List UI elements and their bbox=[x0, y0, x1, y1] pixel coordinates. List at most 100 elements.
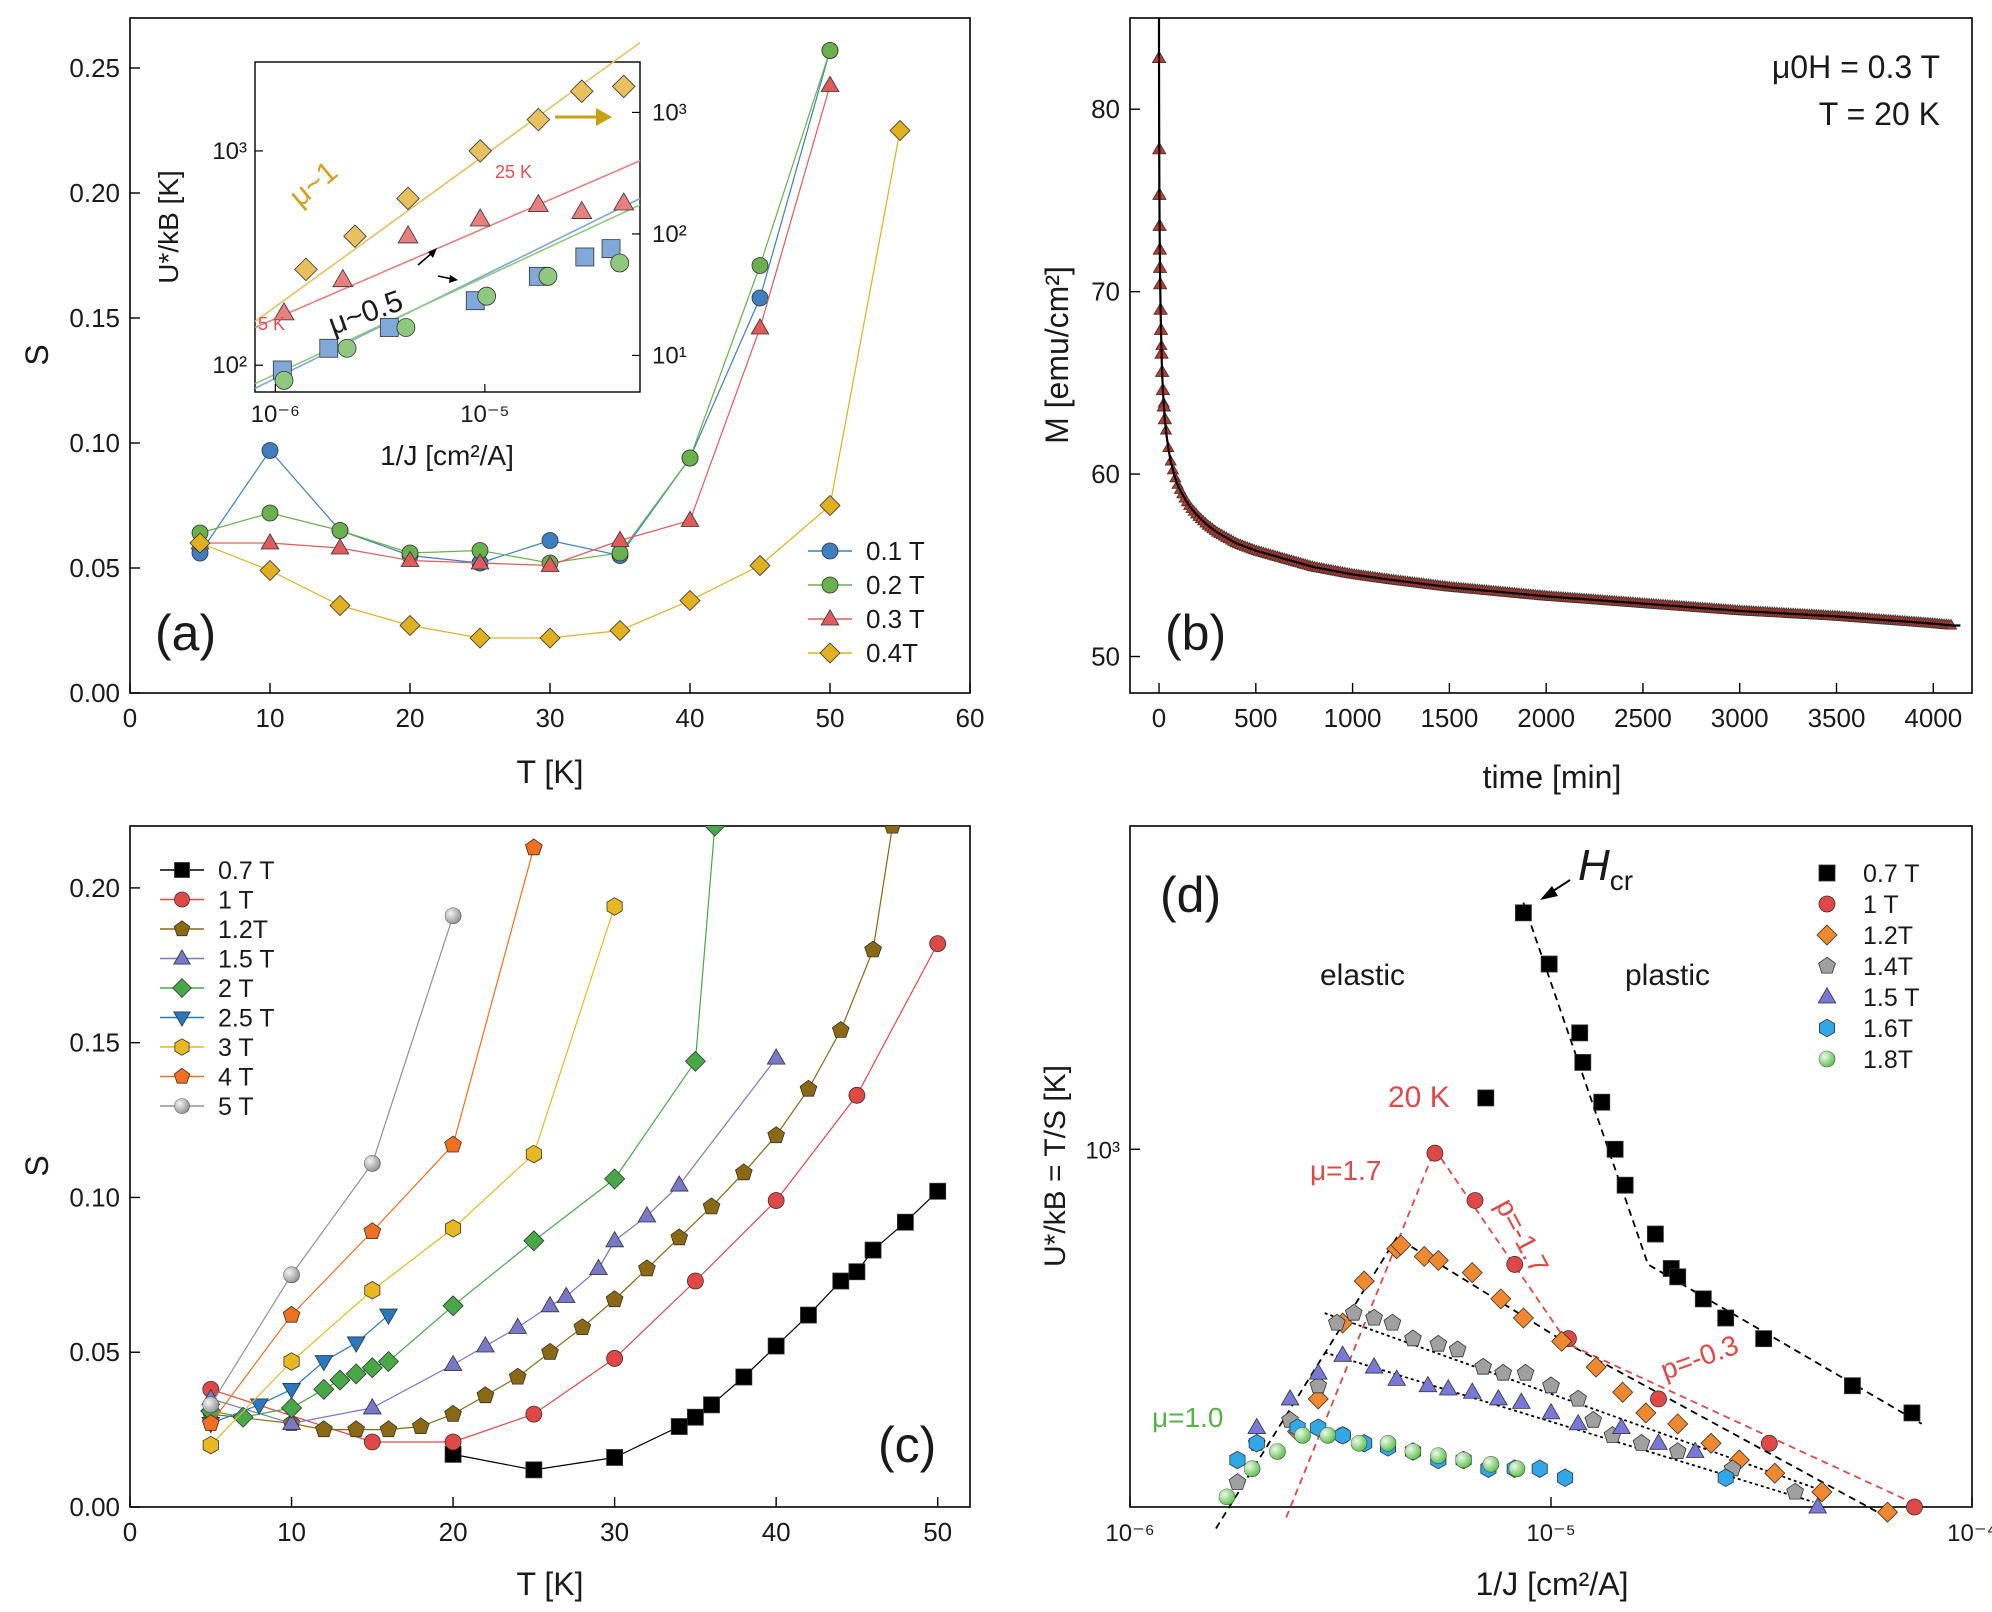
y-tick-label: 80 bbox=[1091, 94, 1120, 124]
y-tick-label: 70 bbox=[1091, 277, 1120, 307]
legend-label: 1.2T bbox=[218, 916, 268, 944]
data-point bbox=[1404, 1329, 1422, 1347]
data-point bbox=[1516, 1363, 1535, 1381]
panel-b-axes: 0 500 1000 1500 2000 2500 3000 3500 4000 50 60 70 80 bbox=[1091, 94, 1962, 733]
data-point bbox=[379, 1420, 398, 1438]
data-point bbox=[735, 1163, 753, 1181]
data-point bbox=[1540, 955, 1558, 973]
data-point bbox=[259, 559, 281, 582]
legend-marker bbox=[821, 576, 839, 594]
data-point bbox=[702, 1197, 721, 1215]
data-point bbox=[282, 1382, 302, 1400]
a-series-0.4T bbox=[189, 119, 911, 649]
x-tick-label: 60 bbox=[956, 703, 985, 733]
y-tick-label: 0.05 bbox=[69, 1337, 120, 1367]
data-point bbox=[1280, 1388, 1300, 1406]
x-tick-label: 10⁻⁵ bbox=[1526, 1520, 1575, 1547]
data-point bbox=[1700, 1432, 1722, 1454]
panel-c-xlabel: T [K] bbox=[517, 1566, 584, 1602]
data-point bbox=[703, 1396, 720, 1414]
legend-marker bbox=[173, 920, 191, 937]
x-tick-label: 0 bbox=[1152, 703, 1166, 733]
hcr-sub: cr bbox=[1610, 865, 1633, 896]
panel-d: 10⁻⁶ 10⁻⁵ 10⁻⁴ 10³ 0.7 T 1 T 1.2T 1.4T 1.5 T 1.6… bbox=[1039, 825, 1992, 1602]
data-point bbox=[396, 186, 420, 211]
data-point bbox=[1319, 1427, 1337, 1444]
data-point bbox=[1512, 1307, 1534, 1329]
data-point bbox=[508, 1367, 527, 1385]
data-point bbox=[1455, 1451, 1472, 1469]
data-point bbox=[1557, 1468, 1574, 1488]
data-point bbox=[686, 1408, 704, 1426]
data-point bbox=[750, 318, 770, 335]
panel-d-mu17: μ=1.7 bbox=[1310, 1155, 1381, 1186]
panel-c-label: (c) bbox=[878, 1417, 936, 1473]
panel-d-xlabel: 1/J [cm²/A] bbox=[1476, 1566, 1629, 1602]
data-point bbox=[345, 1363, 367, 1385]
data-point bbox=[331, 522, 349, 539]
series-line bbox=[210, 915, 454, 1406]
data-point bbox=[1466, 1192, 1484, 1209]
data-point bbox=[1786, 1482, 1804, 1500]
data-point bbox=[848, 1263, 866, 1281]
d-legend-entry: 1.8T bbox=[1818, 1046, 1913, 1074]
inset-fit-line bbox=[254, 204, 641, 385]
data-point bbox=[1755, 1330, 1773, 1348]
panel-b-temp: T = 20 K bbox=[1819, 96, 1940, 132]
x-tick-label: 10 bbox=[256, 703, 285, 733]
data-point bbox=[1903, 1404, 1921, 1422]
x-tick-label: 1000 bbox=[1324, 703, 1382, 733]
legend-label: 1 T bbox=[1863, 891, 1899, 919]
legend-label: 3 T bbox=[218, 1034, 254, 1062]
data-point bbox=[396, 318, 416, 337]
data-point bbox=[329, 1369, 351, 1391]
legend-label: 0.7 T bbox=[218, 857, 275, 885]
legend-marker bbox=[1816, 924, 1838, 946]
data-point bbox=[799, 1079, 818, 1097]
data-point bbox=[283, 1352, 300, 1371]
data-point bbox=[1229, 1450, 1246, 1470]
c-legend-entry: 1 T bbox=[160, 887, 254, 915]
data-point bbox=[282, 1305, 301, 1323]
data-point bbox=[523, 1230, 545, 1252]
data-point bbox=[1667, 1413, 1689, 1435]
data-point bbox=[569, 79, 594, 104]
data-point bbox=[1593, 1093, 1611, 1111]
legend-marker bbox=[1818, 956, 1836, 974]
data-point bbox=[1461, 1262, 1483, 1284]
data-point bbox=[261, 442, 279, 459]
data-point bbox=[556, 1286, 576, 1303]
data-point bbox=[1333, 1345, 1353, 1362]
c-legend-entry: 5 T bbox=[160, 1093, 254, 1121]
c-series-1.2T bbox=[201, 826, 901, 1438]
legend-marker bbox=[172, 978, 192, 998]
d-fit-line bbox=[1522, 902, 1923, 1425]
panel-b-frame bbox=[1129, 17, 1973, 694]
data-point bbox=[606, 1350, 624, 1367]
data-point bbox=[469, 208, 491, 227]
data-point bbox=[363, 1433, 381, 1451]
panel-b-field: μ0H = 0.3 T bbox=[1772, 49, 1940, 85]
data-point bbox=[1632, 1434, 1651, 1451]
data-point bbox=[1811, 1481, 1833, 1503]
panel-a-ylabel: S bbox=[19, 344, 55, 365]
data-point bbox=[1294, 1427, 1311, 1444]
c-series-5T bbox=[202, 907, 462, 1414]
data-point bbox=[541, 1342, 559, 1360]
data-point bbox=[1764, 1462, 1786, 1484]
inset-right-axis-arrow bbox=[555, 108, 612, 126]
data-point bbox=[749, 554, 771, 577]
inset-series-0.4T bbox=[294, 74, 636, 282]
c-series-0.7T bbox=[444, 1182, 947, 1479]
data-point bbox=[1571, 1024, 1589, 1042]
b-measurement-band bbox=[1151, 50, 1958, 630]
data-point bbox=[1635, 1402, 1657, 1424]
y-tick-label: 0.25 bbox=[69, 53, 120, 83]
a-legend-entry: 0.3 T bbox=[808, 604, 925, 634]
data-point bbox=[1430, 1447, 1447, 1464]
data-point bbox=[294, 257, 318, 282]
legend-marker bbox=[819, 642, 841, 664]
legend-label: 0.2 T bbox=[866, 570, 925, 600]
data-point bbox=[1616, 1176, 1634, 1194]
data-point bbox=[1307, 1388, 1329, 1410]
